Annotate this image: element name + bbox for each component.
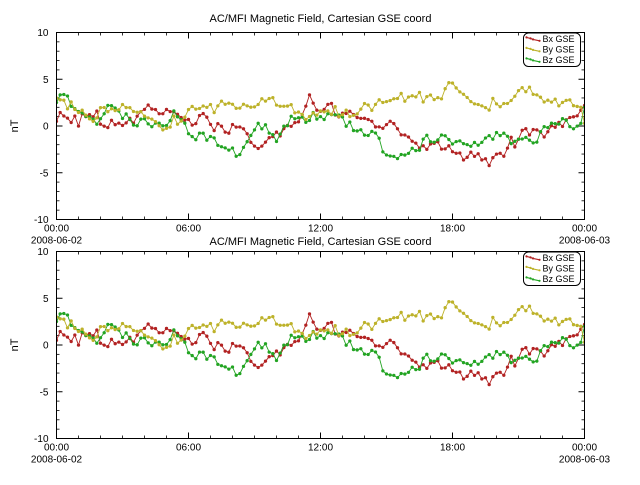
svg-text:2008-06-03: 2008-06-03 — [559, 455, 611, 466]
svg-text:06:00: 06:00 — [176, 443, 201, 454]
svg-text:By GSE: By GSE — [543, 45, 575, 55]
svg-text:5: 5 — [43, 75, 49, 86]
svg-text:nT: nT — [9, 338, 21, 351]
svg-text:2008-06-02: 2008-06-02 — [31, 236, 83, 247]
svg-text:10: 10 — [37, 28, 49, 39]
svg-text:2008-06-02: 2008-06-02 — [31, 455, 83, 466]
svg-text:nT: nT — [9, 119, 21, 132]
svg-text:00:00: 00:00 — [44, 443, 69, 454]
svg-text:By GSE: By GSE — [543, 264, 575, 274]
svg-text:Bz GSE: Bz GSE — [543, 55, 575, 65]
svg-text:5: 5 — [43, 294, 49, 305]
svg-text:00:00: 00:00 — [572, 443, 597, 454]
svg-text:Bz GSE: Bz GSE — [543, 274, 575, 284]
svg-text:-5: -5 — [40, 387, 49, 398]
svg-text:0: 0 — [43, 341, 49, 352]
svg-text:2008-06-03: 2008-06-03 — [559, 236, 611, 247]
svg-text:12:00: 12:00 — [308, 224, 333, 235]
svg-text:AC/MFI Magnetic Field, Cartes: AC/MFI Magnetic Field, Cartesian GSE coo… — [210, 13, 432, 25]
svg-text:06:00: 06:00 — [176, 224, 201, 235]
svg-text:Bx GSE: Bx GSE — [543, 253, 575, 263]
svg-text:Bx GSE: Bx GSE — [543, 34, 575, 44]
svg-text:18:00: 18:00 — [440, 443, 465, 454]
svg-text:AC/MFI Magnetic Field, Cartes: AC/MFI Magnetic Field, Cartesian GSE coo… — [210, 236, 432, 248]
svg-text:0: 0 — [43, 122, 49, 133]
svg-text:10: 10 — [37, 247, 49, 258]
svg-text:00:00: 00:00 — [572, 224, 597, 235]
svg-text:18:00: 18:00 — [440, 224, 465, 235]
svg-text:00:00: 00:00 — [44, 224, 69, 235]
svg-text:12:00: 12:00 — [308, 443, 333, 454]
svg-text:-5: -5 — [40, 168, 49, 179]
